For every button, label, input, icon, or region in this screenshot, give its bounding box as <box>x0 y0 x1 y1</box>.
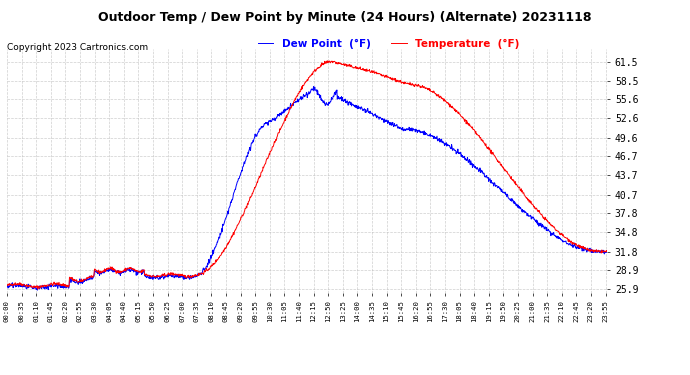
Dew Point  (°F) <box>309 84 317 89</box>
Dew Point  (°F) <box>603 249 611 254</box>
Temperature  (°F) <box>533 206 541 211</box>
Dew Point  (°F) <box>3 284 11 288</box>
Temperature  (°F) <box>204 268 212 273</box>
Temperature  (°F) <box>34 287 42 291</box>
Temperature  (°F) <box>603 249 611 253</box>
Temperature  (°F) <box>137 269 145 274</box>
Dew Point  (°F) <box>137 270 145 274</box>
Temperature  (°F) <box>122 267 130 272</box>
Legend: Dew Point  (°F), Temperature  (°F): Dew Point (°F), Temperature (°F) <box>254 34 524 53</box>
Dew Point  (°F) <box>33 288 41 292</box>
Line: Dew Point  (°F): Dew Point (°F) <box>7 87 607 290</box>
Dew Point  (°F) <box>204 262 212 267</box>
Temperature  (°F) <box>401 80 409 85</box>
Dew Point  (°F) <box>533 221 541 225</box>
Temperature  (°F) <box>3 283 11 287</box>
Text: Copyright 2023 Cartronics.com: Copyright 2023 Cartronics.com <box>7 43 148 52</box>
Line: Temperature  (°F): Temperature (°F) <box>7 61 607 289</box>
Dew Point  (°F) <box>122 269 130 273</box>
Dew Point  (°F) <box>480 171 488 175</box>
Temperature  (°F) <box>480 140 488 145</box>
Temperature  (°F) <box>324 58 332 63</box>
Text: Outdoor Temp / Dew Point by Minute (24 Hours) (Alternate) 20231118: Outdoor Temp / Dew Point by Minute (24 H… <box>98 11 592 24</box>
Dew Point  (°F) <box>401 128 409 133</box>
